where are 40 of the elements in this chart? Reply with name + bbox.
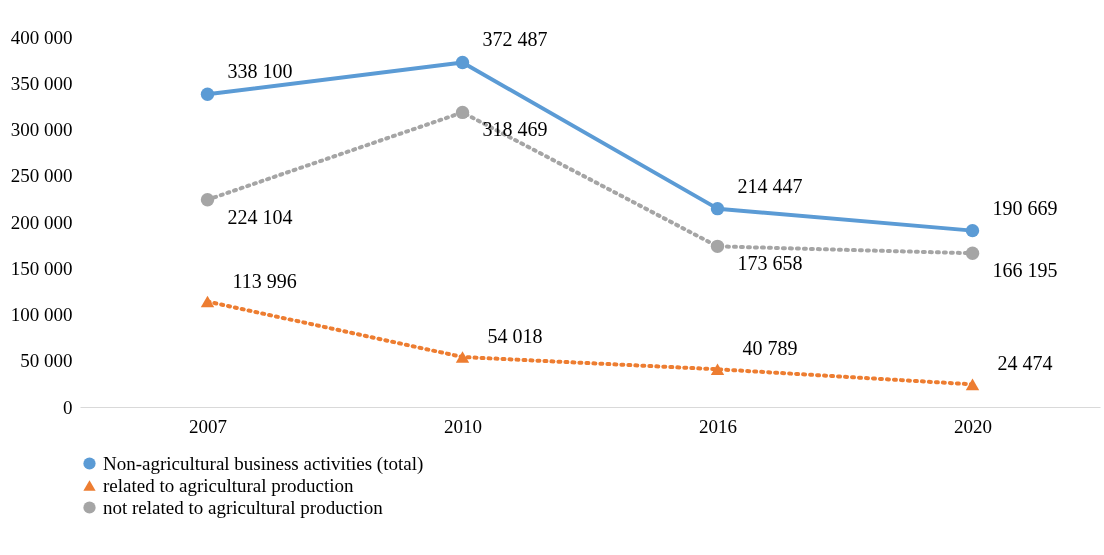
point	[710, 363, 725, 376]
data-label: 224 104	[227, 205, 293, 228]
point	[200, 193, 215, 207]
point	[455, 105, 470, 120]
point	[710, 239, 725, 254]
y-tick-label: 350 000	[10, 72, 73, 94]
data-label: 24 474	[997, 352, 1053, 375]
y-tick-label: 400 000	[10, 26, 73, 48]
y-tick-label: 0	[63, 396, 73, 418]
y-tick-label: 200 000	[10, 211, 73, 233]
data-label: 166 195	[992, 259, 1058, 282]
data-label: 214 447	[737, 174, 803, 197]
legend-label: related to agricultural production	[103, 474, 355, 496]
y-tick-label: 100 000	[10, 304, 73, 325]
y-tick-label: 250 000	[10, 165, 73, 187]
point	[965, 246, 980, 260]
point	[200, 87, 215, 101]
x-tick-label: 2007	[189, 415, 227, 437]
x-tick-label: 2016	[699, 415, 737, 437]
data-label: 372 487	[482, 28, 548, 51]
point	[965, 223, 980, 238]
x-tick-label: 2020	[954, 415, 992, 437]
legend-label: Non-agricultural business activities (total)	[103, 452, 424, 475]
data-label: 338 100	[227, 60, 293, 83]
data-label: 318 469	[482, 118, 548, 141]
y-tick-label: 300 000	[10, 119, 73, 140]
legend-label: not related to agricultural production	[103, 496, 384, 518]
point	[200, 295, 215, 308]
data-label: 54 018	[487, 325, 543, 348]
data-label: 173 658	[737, 252, 803, 275]
y-tick-label: 50 000	[20, 350, 73, 372]
data-label: 190 669	[992, 196, 1058, 219]
point	[965, 378, 980, 391]
data-label: 40 789	[742, 337, 798, 360]
y-tick-label: 150 000	[10, 257, 73, 279]
point	[710, 201, 725, 216]
point	[455, 351, 470, 363]
x-tick-label: 2010	[444, 415, 482, 437]
data-label: 113 996	[232, 269, 297, 292]
point	[455, 55, 470, 70]
